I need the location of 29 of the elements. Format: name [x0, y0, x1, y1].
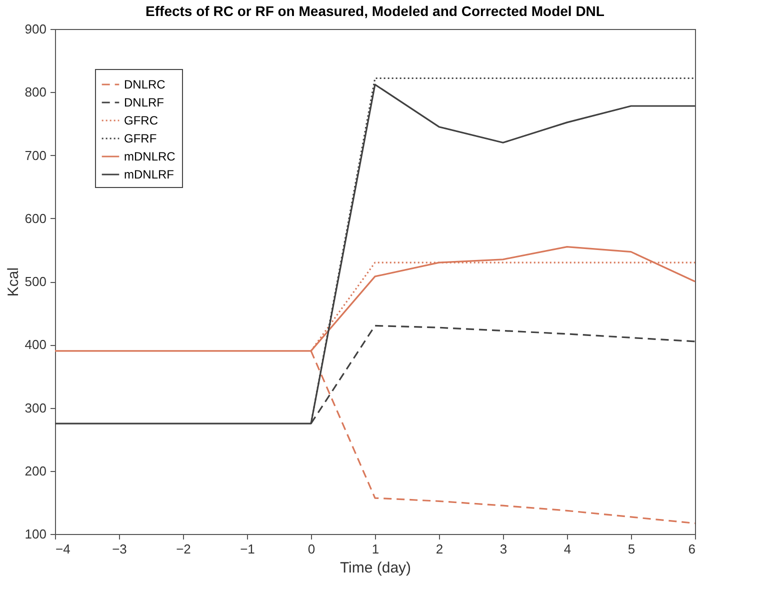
- y-tick-label: 800: [24, 84, 46, 100]
- x-axis-title: Time (day): [340, 560, 412, 576]
- x-tick-label: 4: [564, 542, 572, 556]
- legend-label: mDNLRF: [124, 168, 174, 182]
- y-tick-label: 200: [24, 463, 46, 478]
- y-axis-title: Kcal: [4, 267, 22, 297]
- legend-label: GFRC: [124, 114, 158, 128]
- y-tick-label: 300: [24, 400, 46, 416]
- y-tick-label: 400: [24, 337, 46, 352]
- legend-label: GFRF: [124, 132, 157, 146]
- x-tick-label: 6: [688, 542, 696, 556]
- x-tick-label: 2: [436, 542, 444, 556]
- x-tick-label: −3: [112, 542, 127, 556]
- y-tick-label: 700: [24, 148, 46, 163]
- y-tick-label: 100: [24, 526, 46, 542]
- x-tick-label: 3: [500, 542, 508, 556]
- legend-label: DNLRC: [124, 78, 166, 92]
- x-tick-label: 0: [308, 542, 316, 556]
- x-tick-label: 5: [628, 542, 636, 556]
- x-tick-label: −4: [56, 542, 70, 556]
- x-tick-label: 1: [372, 542, 380, 556]
- legend-label: DNLRF: [124, 96, 164, 110]
- legend-label: mDNLRC: [124, 150, 176, 164]
- y-tick-label: 600: [24, 210, 46, 226]
- x-tick-label: −1: [240, 542, 255, 556]
- chart-title: Effects of RC or RF on Measured, Modeled and Corrected Model DNL: [146, 3, 605, 19]
- y-tick-label: 500: [24, 274, 46, 289]
- y-tick-label: 900: [24, 22, 46, 36]
- x-tick-label: −2: [176, 542, 191, 556]
